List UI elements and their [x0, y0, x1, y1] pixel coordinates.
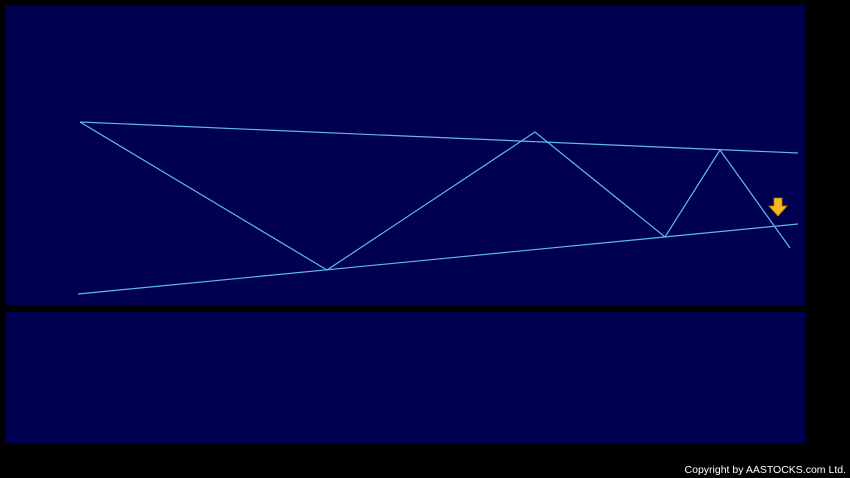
- resistance-line: [79, 121, 799, 154]
- price-panel: [5, 5, 805, 305]
- volume-panel: [5, 312, 805, 443]
- trend-lines: [77, 121, 799, 295]
- copyright: Copyright by AASTOCKS.com Ltd.: [685, 464, 846, 476]
- zigzag-line: [79, 121, 791, 271]
- support-line: [77, 223, 799, 295]
- signal-arrow: [768, 197, 788, 217]
